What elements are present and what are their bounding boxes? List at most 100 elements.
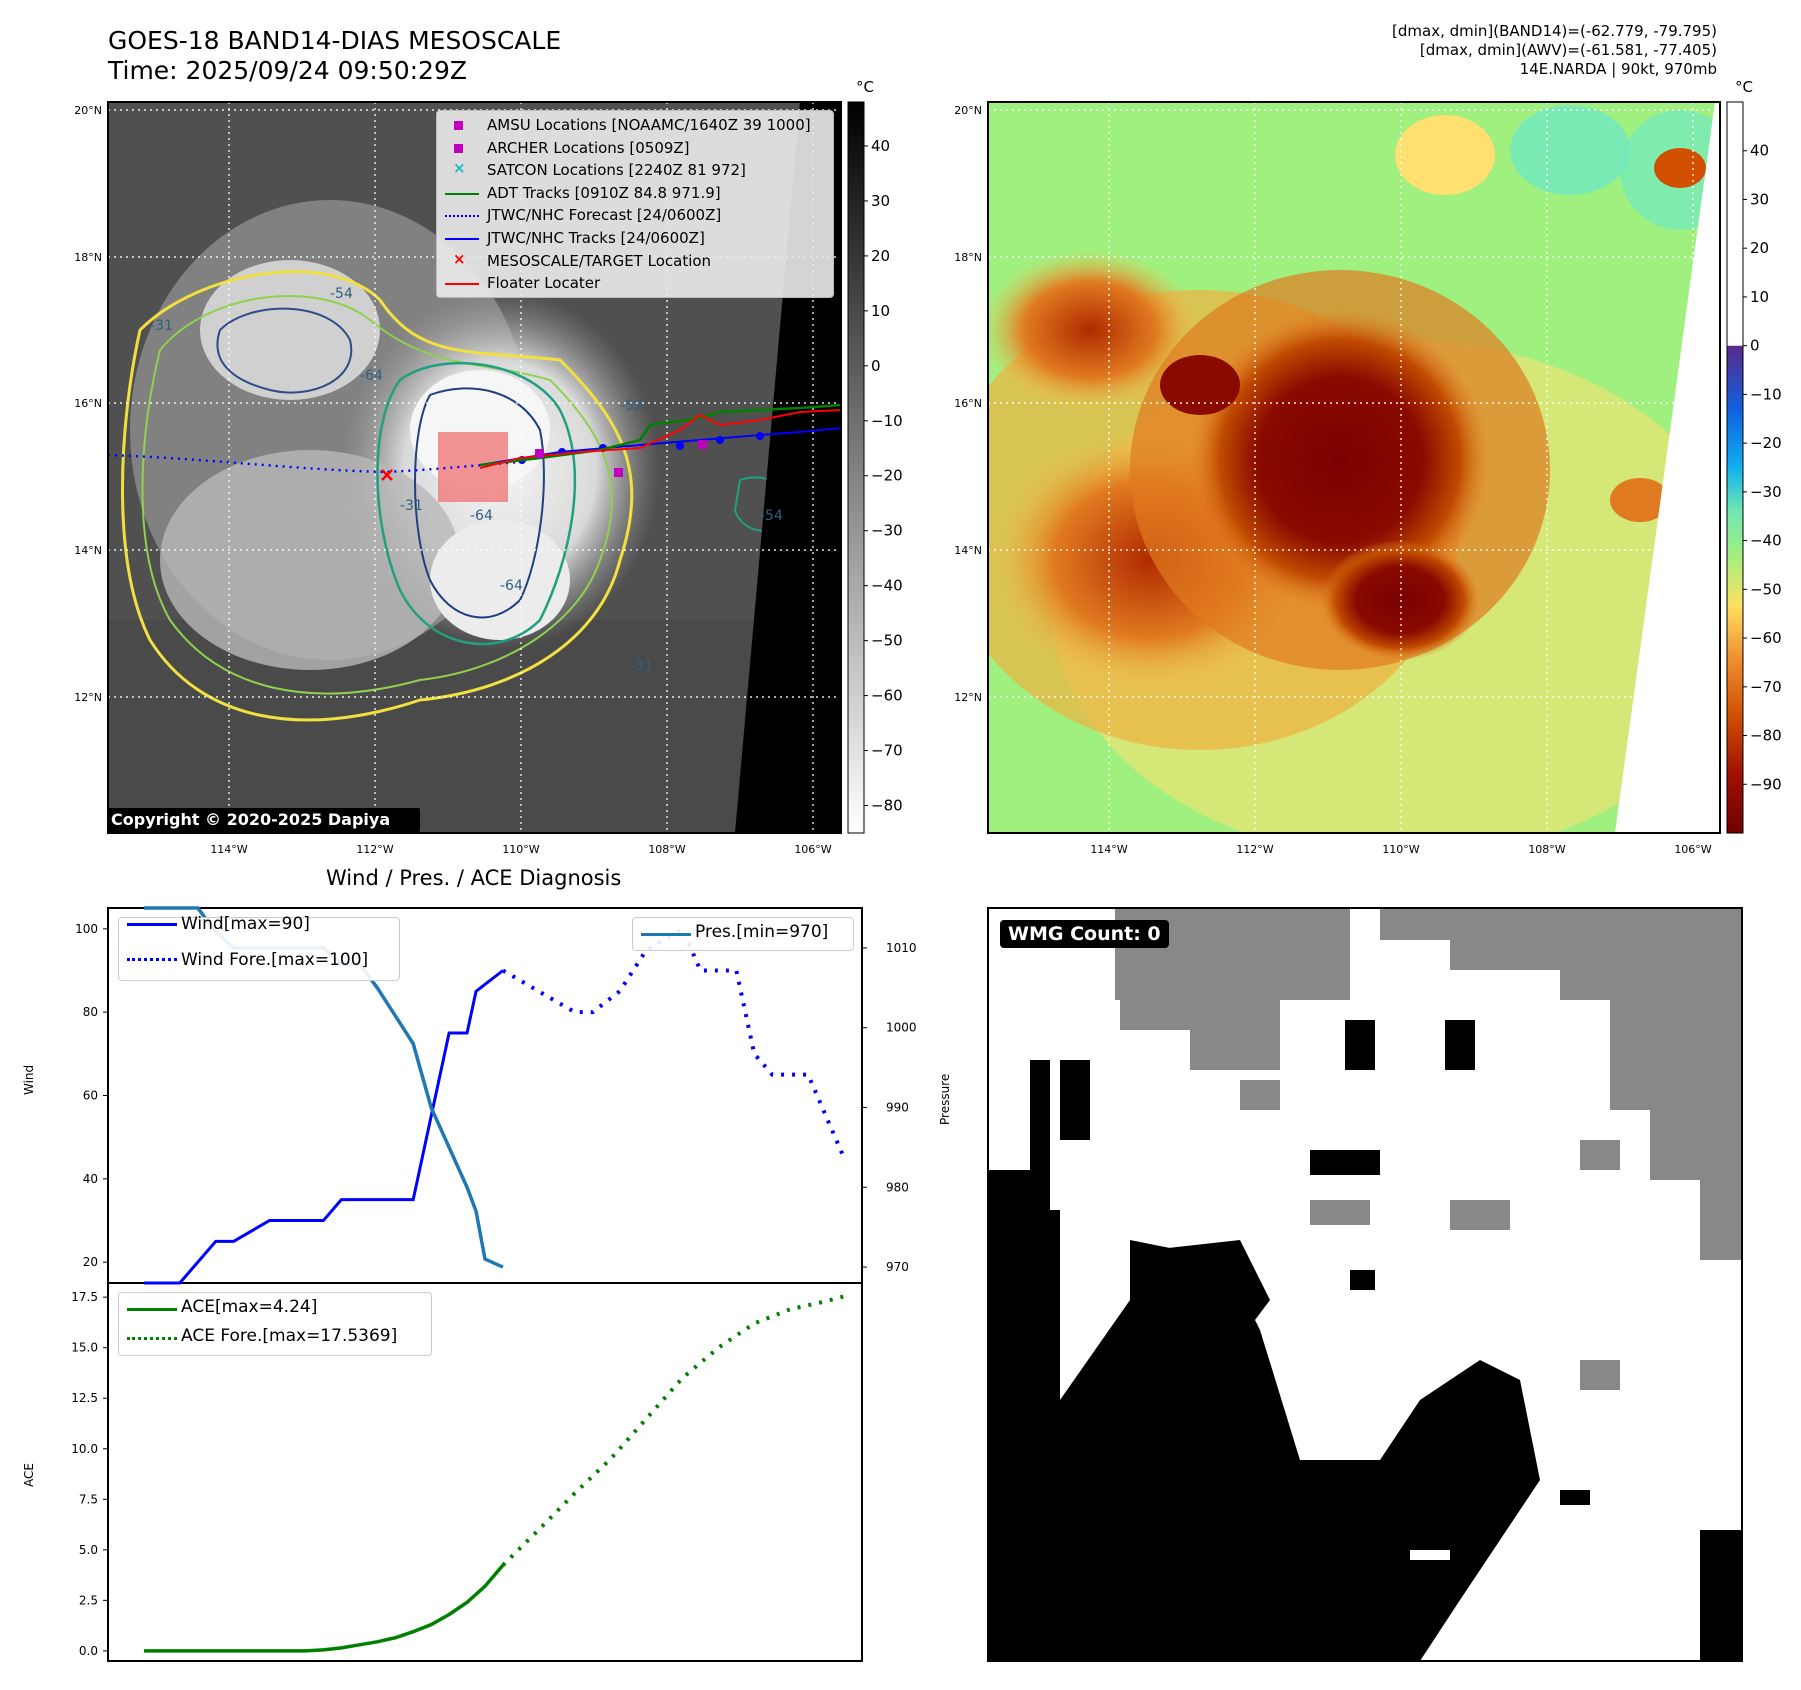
colorbar-tick-label: −30 <box>871 522 903 540</box>
ace-tick-label: 0.0 <box>79 1644 98 1658</box>
pressure-tick-label: 1000 <box>886 1021 917 1035</box>
colorbar-ticks: 40 30 20 10 0 −10 −20 −30 −40 −50 −60 −70 −80 40 30 20 1… <box>864 137 1782 815</box>
ir-map-right <box>988 102 1720 833</box>
wind-tick-label: 60 <box>83 1089 98 1103</box>
colorbar-tick-label: −90 <box>1750 775 1782 793</box>
figure-title-line2: Time: 2025/09/24 09:50:29Z <box>108 56 467 85</box>
lon-tick-right: 106°W <box>1674 843 1711 856</box>
wind-legend-entry: Wind[max=90] <box>181 914 310 934</box>
colorbar-tick-label: −70 <box>1750 678 1782 696</box>
map-legend: AMSU Locations [NOAAMC/1640Z 39 1000] ARC… <box>436 110 834 298</box>
legend-item: JTWC/NHC Forecast [24/0600Z] <box>437 205 833 227</box>
contour-label: -54 <box>330 286 353 302</box>
archer-marker <box>535 449 544 458</box>
legend-label: ARCHER Locations [0509Z] <box>487 138 690 157</box>
legend-marker <box>454 121 463 130</box>
contour-label: -31 <box>400 498 423 514</box>
archer-marker <box>698 440 707 449</box>
lat-tick-right: 12°N <box>954 691 982 704</box>
colorbar-tick-label: 0 <box>871 357 881 375</box>
contour-label: -64 <box>500 578 523 594</box>
lat-tick-left: 12°N <box>74 691 102 704</box>
pressure-legend-entry: Pres.[min=970] <box>695 922 829 942</box>
colorbar-tick-label: 30 <box>1750 190 1769 208</box>
colorbar-tick-label: 10 <box>1750 288 1769 306</box>
ace-tick-label: 17.5 <box>71 1290 98 1304</box>
colorbar-tick-label: 40 <box>1750 142 1769 160</box>
legend-label: SATCON Locations [2240Z 81 972] <box>487 161 746 180</box>
target-marker <box>381 469 393 481</box>
lat-tick-left: 20°N <box>74 104 102 117</box>
pressure-tick-label: 980 <box>886 1180 909 1194</box>
lon-tick-right: 108°W <box>1528 843 1565 856</box>
legend-label: Floater Locater <box>487 274 601 293</box>
lat-tick-right: 18°N <box>954 251 982 264</box>
colorbar-tick-label: −40 <box>871 577 903 595</box>
ace-axes <box>107 1282 863 1662</box>
ace-legend-entry: ACE[max=4.24] <box>181 1297 318 1317</box>
pressure-tick-label: 990 <box>886 1100 909 1114</box>
storm-info-storm: 14E.NARDA | 90kt, 970mb <box>1519 60 1717 78</box>
lat-tick-right: 20°N <box>954 104 982 117</box>
ace-tick-label: 7.5 <box>79 1492 98 1506</box>
colorbar-tick-label: −10 <box>1750 385 1782 403</box>
wind-legend: Wind[max=90] Wind Fore.[max=100] <box>118 914 400 981</box>
wind-tick-label: 20 <box>83 1255 98 1269</box>
map-ticks: 20°N 18°N 16°N 14°N 12°N 20°N 18°N 16°N 14°N 12°N… <box>74 104 1712 856</box>
colorbar-tick-label: −60 <box>1750 629 1782 647</box>
legend-label: AMSU Locations [NOAAMC/1640Z 39 1000] <box>487 116 811 134</box>
legend-label: MESOSCALE/TARGET Location <box>487 251 712 270</box>
lat-tick-right: 14°N <box>954 544 982 557</box>
colorbar-tick-label: −10 <box>871 412 903 430</box>
pressure-axis-label: Pressure <box>938 1073 952 1125</box>
colorbar-tick-label: −80 <box>1750 727 1782 745</box>
legend-item: × MESOSCALE/TARGET Location <box>437 249 833 273</box>
pressure-tick-label: 970 <box>886 1260 909 1274</box>
wind-tick-label: 40 <box>83 1172 98 1186</box>
colorbar-tick-label: −50 <box>1750 580 1782 598</box>
diagnosis-title: Wind / Pres. / ACE Diagnosis <box>326 866 622 890</box>
contour-label: -52 <box>620 398 643 414</box>
contour-label: -64 <box>360 368 383 384</box>
legend-label: JTWC/NHC Forecast [24/0600Z] <box>487 206 722 225</box>
pressure-legend: Pres.[min=970] <box>632 917 854 951</box>
lon-tick-left: 108°W <box>648 843 685 856</box>
left-colorbar <box>847 101 865 834</box>
legend-marker: × <box>453 249 466 268</box>
ace-tick-label: 2.5 <box>79 1593 98 1607</box>
wmg-frame <box>987 907 1743 1662</box>
colorbar-tick-label: −80 <box>871 797 903 815</box>
legend-marker <box>445 192 479 195</box>
copyright-text: Copyright © 2020-2025 Dapiya <box>111 810 391 829</box>
lat-tick-left: 16°N <box>74 397 102 410</box>
right-colorbar-unit: °C <box>1735 78 1753 96</box>
wind-tick-label: 100 <box>75 922 98 936</box>
legend-label: JTWC/NHC Tracks [24/0600Z] <box>487 229 705 247</box>
colorbar-tick-label: −20 <box>1750 434 1782 452</box>
wind-tick-label: 80 <box>83 1005 98 1019</box>
colorbar-tick-label: 0 <box>1750 337 1760 355</box>
colorbar-tick-label: 30 <box>871 192 890 210</box>
ace-fore-legend-entry: ACE Fore.[max=17.5369] <box>181 1326 398 1346</box>
wind-axis-label: Wind <box>22 1064 36 1095</box>
contour-label: -64 <box>470 508 493 524</box>
wind-fore-legend-entry: Wind Fore.[max=100] <box>181 950 369 970</box>
left-colorbar-unit: °C <box>856 78 874 96</box>
colorbar-tick-label: 40 <box>871 137 890 155</box>
lon-tick-right: 114°W <box>1090 843 1127 856</box>
colorbar-tick-label: −40 <box>1750 532 1782 550</box>
right-colorbar <box>1726 101 1744 834</box>
legend-marker: × <box>453 159 466 178</box>
legend-label: ADT Tracks [0910Z 84.8 971.9] <box>487 183 721 202</box>
lon-tick-right: 110°W <box>1382 843 1419 856</box>
colorbar-tick-label: −50 <box>871 632 903 650</box>
lon-tick-left: 106°W <box>794 843 831 856</box>
contour-label: -54 <box>760 508 783 524</box>
ace-tick-label: 10.0 <box>71 1442 98 1456</box>
ir-map-left-frame <box>107 101 842 834</box>
amsu-marker <box>614 468 623 477</box>
colorbar-tick-label: −20 <box>871 467 903 485</box>
colorbar-tick-label: 20 <box>1750 239 1769 257</box>
legend-marker <box>445 238 479 240</box>
